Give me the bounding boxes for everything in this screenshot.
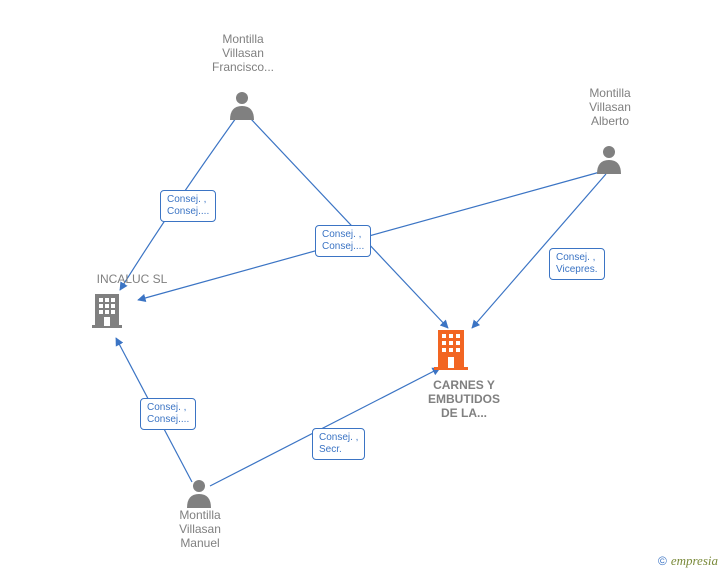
edge-francisco-carnes [250,118,448,328]
person-icon-alberto[interactable] [596,144,622,174]
node-label-incaluc: INCALUC SL [97,272,168,286]
edge-label-manuel-incaluc: Consej. , Consej.... [140,398,196,430]
edge-label-manuel-carnes: Consej. , Secr. [312,428,365,460]
copyright-symbol: © [658,554,667,568]
node-label-francisco: Montilla Villasan Francisco... [212,32,274,74]
node-label-manuel: Montilla Villasan Manuel [179,508,221,550]
edge-label-francisco-incaluc: Consej. , Consej.... [160,190,216,222]
edge-label-francisco-carnes: Consej. , Consej.... [315,225,371,257]
node-label-carnes: CARNES Y EMBUTIDOS DE LA... [428,378,500,420]
building-icon-carnes[interactable] [434,328,468,370]
edge-label-alberto-carnes: Consej. , Vicepres. [549,248,605,280]
building-icon-incaluc[interactable] [92,292,122,328]
diagram-stage: Consej. , Consej.... Consej. , Consej...… [0,0,728,575]
person-icon-francisco[interactable] [229,90,255,120]
edge-manuel-carnes [210,368,440,486]
footer-brand: empresia [671,553,718,568]
footer-branding: © empresia [658,553,718,569]
person-icon-manuel[interactable] [186,478,212,508]
node-label-alberto: Montilla Villasan Alberto [589,86,631,128]
